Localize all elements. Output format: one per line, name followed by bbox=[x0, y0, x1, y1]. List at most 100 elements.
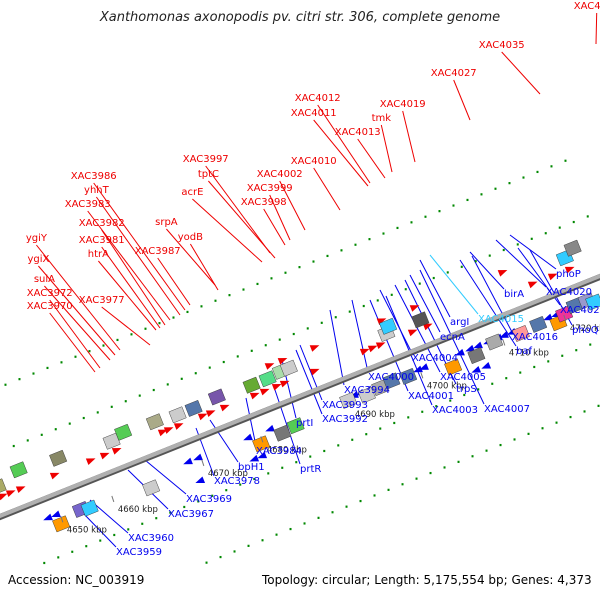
track-dot bbox=[4, 383, 7, 386]
gene-label-baf: baf bbox=[516, 346, 532, 357]
gene-leader-line bbox=[44, 285, 111, 361]
forward-gene-arrow bbox=[564, 266, 575, 274]
gene-feature-box bbox=[80, 499, 99, 517]
track-dot bbox=[326, 254, 329, 258]
gene-label-XAC4004: XAC4004 bbox=[412, 353, 458, 364]
track-dot bbox=[404, 288, 407, 291]
gene-leader-line bbox=[208, 180, 276, 259]
track-dot bbox=[351, 438, 354, 441]
track-dot bbox=[387, 488, 390, 491]
scale-label: 4720 kbp bbox=[570, 324, 600, 334]
forward-gene-arrow bbox=[15, 486, 26, 494]
gene-leader-line bbox=[205, 165, 271, 254]
track-dot bbox=[550, 165, 553, 168]
gene-label-argI: argI bbox=[450, 317, 469, 328]
track-dot bbox=[267, 472, 270, 475]
gene-label-prtR: prtR bbox=[300, 464, 321, 475]
forward-gene-arrow bbox=[49, 472, 60, 480]
gene-feature-box bbox=[252, 435, 271, 453]
gene-feature-box bbox=[511, 325, 530, 342]
track-dot bbox=[452, 204, 455, 207]
forward-gene-arrow bbox=[409, 305, 420, 312]
gene-leader-line bbox=[87, 210, 171, 321]
gene-feature-box bbox=[444, 358, 463, 376]
gene-leader-line bbox=[509, 234, 557, 270]
track-dot bbox=[102, 344, 105, 347]
gene-feature-box bbox=[114, 423, 133, 441]
gene-label-XAC4000: XAC4000 bbox=[368, 372, 414, 383]
scale-tick bbox=[502, 339, 506, 346]
gene-label-XAC4005: XAC4005 bbox=[440, 372, 486, 383]
gene-leader-line bbox=[453, 79, 471, 121]
reverse-gene-arrow bbox=[51, 510, 61, 518]
track-dot bbox=[211, 494, 214, 497]
track-dot bbox=[68, 422, 71, 425]
reverse-gene-arrow bbox=[243, 433, 253, 441]
forward-gene-arrow bbox=[85, 458, 96, 466]
track-dot bbox=[575, 349, 578, 352]
gene-label-XAC4011: XAC4011 bbox=[291, 108, 337, 119]
gene-label-XAC3969: XAC3969 bbox=[186, 494, 232, 505]
forward-gene-arrow bbox=[0, 493, 8, 501]
forward-gene-arrow bbox=[547, 273, 558, 281]
gene-leader-line bbox=[98, 260, 157, 331]
gene-feature-box bbox=[382, 372, 401, 390]
gene-leader-line bbox=[81, 511, 117, 548]
gene-label-trpS: trpS bbox=[456, 384, 477, 395]
track-dot bbox=[334, 316, 337, 319]
gene-feature-box bbox=[207, 388, 226, 406]
reverse-gene-arrow bbox=[465, 344, 475, 352]
gene-label-XAC3997: XAC3997 bbox=[183, 154, 229, 165]
reverse-gene-arrow bbox=[243, 433, 253, 441]
track-dot bbox=[522, 176, 525, 179]
gene-label-XAC4012: XAC4012 bbox=[295, 93, 341, 104]
track-dot bbox=[345, 505, 348, 508]
forward-gene-arrow bbox=[376, 318, 387, 326]
gene-feature-box bbox=[242, 376, 261, 394]
track-dot bbox=[205, 561, 208, 564]
forward-gene-arrow bbox=[0, 493, 8, 501]
gene-label-XAC3959: XAC3959 bbox=[116, 547, 162, 558]
track-dot bbox=[261, 539, 264, 542]
gene-leader-line bbox=[351, 299, 369, 373]
forward-gene-arrow bbox=[111, 448, 122, 455]
track-dot bbox=[410, 221, 413, 224]
track-dot bbox=[110, 405, 113, 408]
reverse-gene-arrow bbox=[193, 453, 203, 461]
track-dot bbox=[499, 443, 502, 447]
track-dot bbox=[242, 288, 245, 291]
track-dot bbox=[200, 305, 203, 308]
track-dot bbox=[449, 399, 452, 402]
gene-leader-line bbox=[36, 244, 121, 351]
reverse-gene-arrow bbox=[481, 362, 492, 369]
forward-gene-arrow bbox=[407, 329, 418, 337]
track-dot bbox=[43, 561, 46, 565]
track-dot bbox=[233, 550, 236, 553]
track-dot bbox=[393, 421, 396, 425]
scale-tick bbox=[260, 436, 264, 443]
forward-gene-arrow bbox=[111, 448, 122, 455]
track-dot bbox=[429, 471, 432, 475]
track-dot bbox=[169, 511, 172, 514]
track-dot bbox=[424, 215, 427, 218]
gene-feature-box bbox=[49, 449, 68, 467]
gene-leader-line bbox=[409, 274, 441, 333]
track-dot bbox=[186, 310, 189, 314]
track-dot bbox=[354, 243, 357, 246]
gene-feature-box bbox=[399, 367, 418, 385]
gene-leader-line bbox=[429, 254, 479, 315]
track-dot bbox=[312, 260, 315, 263]
forward-gene-arrow bbox=[375, 342, 386, 350]
track-dot bbox=[586, 215, 589, 218]
forward-gene-arrow bbox=[197, 413, 208, 421]
track-dot bbox=[194, 372, 197, 375]
forward-gene-arrow bbox=[157, 429, 168, 437]
scale-label: 4700 kbp bbox=[427, 381, 467, 391]
gene-label-yhhT: yhhT bbox=[84, 185, 110, 196]
gene-label-XAC4015: XAC4015 bbox=[478, 314, 524, 325]
gene-label-XAC3987: XAC3987 bbox=[135, 246, 181, 257]
track-dot bbox=[40, 433, 43, 436]
reverse-gene-arrow bbox=[473, 341, 483, 349]
gene-feature-box bbox=[52, 515, 71, 533]
gene-feature-box bbox=[399, 367, 418, 385]
